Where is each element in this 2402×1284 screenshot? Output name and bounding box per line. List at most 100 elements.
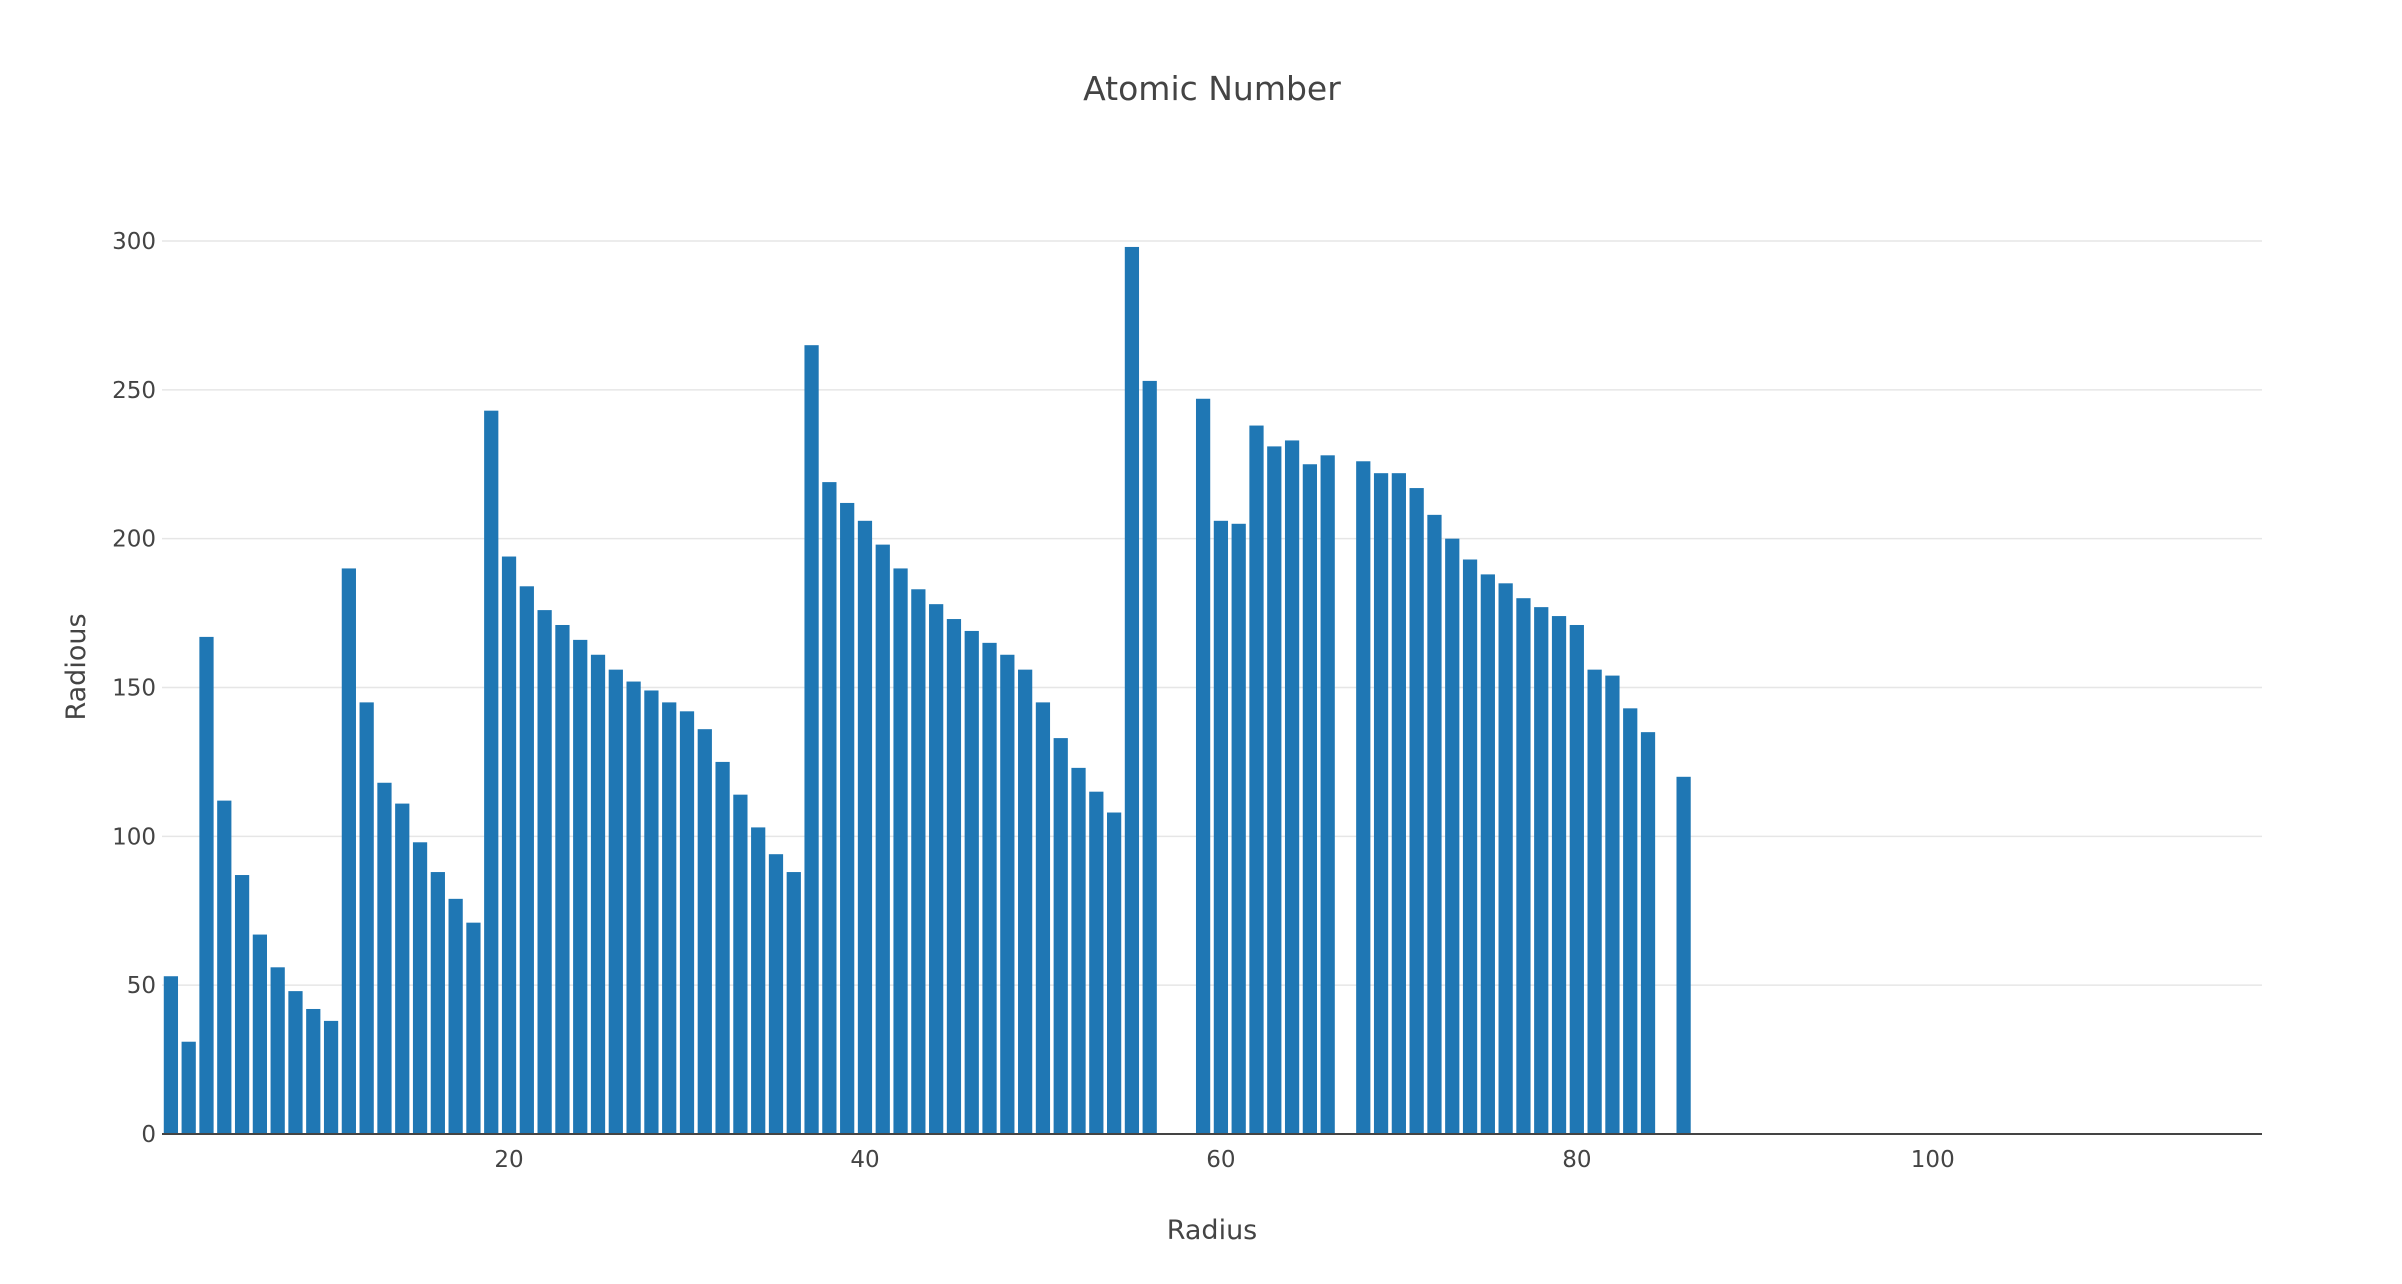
bar bbox=[929, 604, 944, 1134]
bar bbox=[911, 589, 926, 1134]
bar bbox=[1462, 559, 1478, 1134]
y-tick-label: 50 bbox=[127, 973, 156, 999]
bar bbox=[679, 711, 695, 1134]
bar bbox=[1071, 767, 1086, 1134]
bar bbox=[1676, 776, 1691, 1134]
y-tick-label: 300 bbox=[112, 229, 156, 255]
bar bbox=[1516, 598, 1531, 1134]
bar bbox=[252, 934, 267, 1134]
y-tick-labels: 0 50 100 150 200 250 300 bbox=[112, 229, 156, 1148]
bar bbox=[964, 630, 979, 1134]
bar bbox=[626, 681, 641, 1134]
bar bbox=[555, 624, 570, 1134]
bar bbox=[715, 761, 730, 1134]
bar bbox=[573, 639, 588, 1134]
bar bbox=[1623, 708, 1638, 1134]
bar bbox=[270, 967, 285, 1134]
bar bbox=[1587, 669, 1602, 1134]
bar bbox=[1035, 702, 1051, 1134]
bar bbox=[430, 872, 445, 1134]
bar bbox=[519, 586, 534, 1134]
bar bbox=[323, 1020, 339, 1134]
x-tick-label: 40 bbox=[850, 1147, 879, 1173]
bar bbox=[662, 702, 677, 1134]
bar bbox=[501, 556, 517, 1134]
y-tick-label: 0 bbox=[141, 1122, 156, 1148]
x-tick-label: 20 bbox=[494, 1147, 523, 1173]
bar bbox=[1391, 473, 1406, 1134]
bar bbox=[1142, 380, 1157, 1134]
bar bbox=[306, 1008, 321, 1134]
x-tick-label: 100 bbox=[1911, 1147, 1955, 1173]
bar bbox=[217, 800, 232, 1134]
bar bbox=[733, 794, 748, 1134]
bar bbox=[857, 520, 873, 1134]
bar bbox=[1124, 246, 1140, 1134]
bar bbox=[786, 872, 801, 1134]
bar bbox=[1498, 583, 1513, 1134]
bar bbox=[1231, 523, 1246, 1134]
bar bbox=[875, 544, 890, 1134]
bar bbox=[1427, 514, 1442, 1134]
bar bbox=[1569, 624, 1584, 1134]
bar bbox=[590, 654, 606, 1134]
x-tick-label: 80 bbox=[1562, 1147, 1591, 1173]
x-tick-label: 60 bbox=[1206, 1147, 1235, 1173]
bar bbox=[1640, 732, 1656, 1134]
bar bbox=[341, 568, 356, 1134]
bar bbox=[1107, 812, 1122, 1134]
bar bbox=[1213, 520, 1229, 1134]
bar bbox=[1267, 446, 1282, 1134]
bar bbox=[412, 842, 428, 1134]
bar bbox=[377, 782, 392, 1134]
bar bbox=[804, 345, 819, 1134]
bar bbox=[822, 482, 837, 1134]
y-tick-label: 200 bbox=[112, 527, 156, 553]
bars bbox=[163, 246, 1691, 1135]
bar bbox=[1551, 616, 1567, 1134]
y-tick-label: 150 bbox=[112, 676, 156, 702]
bar bbox=[288, 991, 303, 1134]
bar bbox=[1000, 654, 1015, 1134]
bar bbox=[199, 636, 214, 1134]
bar bbox=[751, 827, 766, 1134]
bar bbox=[768, 854, 784, 1134]
bar bbox=[608, 669, 623, 1134]
bar bbox=[359, 702, 374, 1134]
bar bbox=[1089, 791, 1104, 1134]
bar bbox=[1445, 538, 1460, 1134]
bar bbox=[1480, 574, 1495, 1134]
bar bbox=[466, 922, 481, 1134]
y-axis-title: Radious bbox=[61, 613, 92, 720]
bar bbox=[181, 1041, 196, 1134]
bar bbox=[163, 976, 179, 1134]
bar bbox=[1053, 738, 1068, 1134]
y-tick-label: 250 bbox=[112, 378, 156, 404]
bar bbox=[448, 898, 463, 1134]
bar bbox=[982, 642, 997, 1134]
bar bbox=[946, 619, 962, 1134]
bar bbox=[1320, 455, 1335, 1134]
x-tick-labels: 20 40 60 80 100 bbox=[494, 1147, 1954, 1173]
bar bbox=[1018, 669, 1033, 1134]
bar bbox=[1249, 425, 1264, 1134]
bar bbox=[234, 875, 250, 1134]
bar bbox=[1195, 398, 1211, 1135]
bar bbox=[840, 502, 855, 1134]
bar bbox=[1373, 473, 1389, 1134]
bar bbox=[1409, 488, 1424, 1134]
bar bbox=[893, 568, 908, 1134]
bar bbox=[1356, 461, 1371, 1135]
bar bbox=[1534, 607, 1549, 1134]
bar bbox=[1302, 464, 1317, 1134]
bar bbox=[1605, 675, 1620, 1134]
bar bbox=[395, 803, 410, 1134]
bar bbox=[484, 410, 499, 1134]
y-tick-label: 100 bbox=[112, 824, 156, 850]
bar bbox=[697, 729, 712, 1134]
bar bbox=[644, 690, 659, 1134]
bar bbox=[537, 610, 552, 1134]
x-axis-title: Radius bbox=[1167, 1215, 1258, 1246]
chart-title: Atomic Number bbox=[1083, 69, 1341, 108]
